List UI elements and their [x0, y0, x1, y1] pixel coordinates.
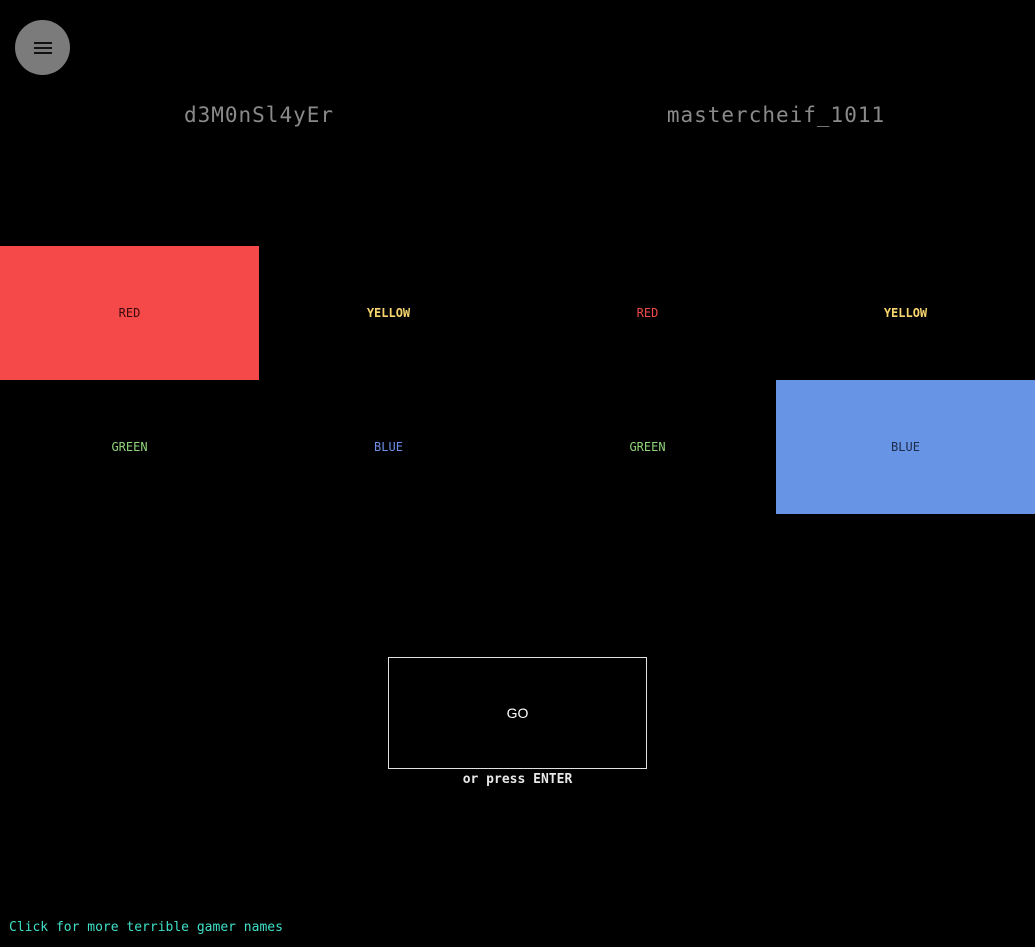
left-yellow-option[interactable]: YELLOW	[366, 306, 411, 320]
left-red-option[interactable]: RED	[0, 246, 259, 380]
left-blue-option[interactable]: BLUE	[374, 440, 403, 454]
go-button[interactable]: GO	[388, 657, 647, 769]
color-grid: RED YELLOW GREEN BLUE RED YELLOW GREEN B…	[0, 246, 1035, 515]
player-right-name: mastercheif_1011	[666, 103, 886, 127]
left-green-option[interactable]: GREEN	[111, 440, 148, 454]
enter-hint: or press ENTER	[462, 772, 573, 787]
menu-button[interactable]	[15, 20, 70, 75]
right-green-option[interactable]: GREEN	[629, 440, 666, 454]
right-red-option[interactable]: RED	[636, 306, 659, 320]
more-names-link[interactable]: Click for more terrible gamer names	[9, 920, 283, 935]
right-blue-option[interactable]: BLUE	[776, 380, 1035, 514]
hamburger-menu-icon	[34, 42, 52, 54]
player-left-name: d3M0nSl4yEr	[183, 103, 335, 127]
right-yellow-option[interactable]: YELLOW	[883, 306, 928, 320]
